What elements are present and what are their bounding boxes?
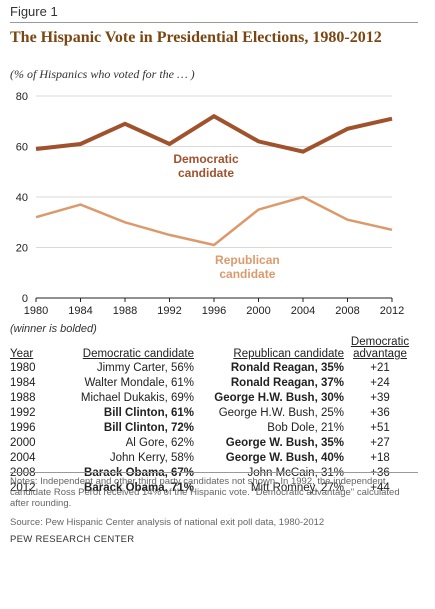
- cell-year: 1988: [10, 392, 36, 404]
- election-results-table: Year Democratic candidate Republican can…: [8, 336, 414, 496]
- cell-democratic: Al Gore, 62%: [125, 437, 194, 449]
- cell-republican: John McCain, 31%: [247, 467, 344, 479]
- table-row: 1992 Bill Clinton, 61% George H.W. Bush, 2…: [8, 406, 414, 421]
- cell-republican: George W. Bush, 40%: [225, 452, 344, 464]
- header-republican-candidate: Republican candidate: [233, 348, 344, 360]
- table-row: 1996 Bill Clinton, 72% Bob Dole, 21% +51: [8, 421, 414, 436]
- table-row: 1988 Michael Dukakis, 69% George H.W. Bush…: [8, 391, 414, 406]
- table-row: 2000 Al Gore, 62% George W. Bush, 35% +27: [8, 436, 414, 451]
- cell-republican: George H.W. Bush, 30%: [214, 392, 344, 404]
- cell-democratic: Barack Obama, 67%: [84, 467, 194, 479]
- democratic-series-line: [35, 113, 393, 154]
- winner-note: (winner is bolded): [10, 323, 97, 335]
- chart-series: [35, 113, 393, 247]
- cell-democratic: Bill Clinton, 61%: [103, 407, 194, 419]
- x-tick-label: 1992: [157, 305, 181, 317]
- cell-advantage: +24: [370, 377, 390, 389]
- cell-democratic: Jimmy Carter, 56%: [96, 362, 194, 374]
- table-row: 1984 Walter Mondale, 61% Ronald Reagan, 37…: [8, 376, 414, 391]
- democratic-series-label: Democratic candidate: [173, 152, 239, 180]
- chart-grid: [36, 95, 392, 248]
- x-tick-label: 1980: [24, 305, 48, 317]
- table-row: 2004 John Kerry, 58% George W. Bush, 40% +1…: [8, 451, 414, 466]
- cell-advantage: +44: [370, 482, 390, 494]
- cell-republican: Ronald Reagan, 35%: [230, 362, 344, 374]
- header-adv-line1: Democratic: [350, 336, 410, 348]
- cell-republican: Ronald Reagan, 37%: [230, 377, 344, 389]
- table-body: 1980 Jimmy Carter, 56% Ronald Reagan, 35% +…: [8, 361, 414, 496]
- cell-republican: George W. Bush, 35%: [225, 437, 344, 449]
- header-democratic-advantage: Democratic advantage: [346, 336, 414, 361]
- x-tick-label: 2008: [335, 305, 359, 317]
- table-header-row: Year Democratic candidate Republican can…: [8, 336, 414, 361]
- cell-democratic: Michael Dukakis, 69%: [80, 392, 194, 404]
- table-row: 2008 Barack Obama, 67% John McCain, 31% +36: [8, 466, 414, 481]
- table-row: 2012 Barack Obama, 71% Mitt Romney, 27% +44: [8, 481, 414, 496]
- cell-republican: George H.W. Bush, 25%: [218, 407, 344, 419]
- cell-advantage: +36: [370, 407, 390, 419]
- series-label-line: candidate: [219, 267, 275, 281]
- x-tick-label: 2012: [380, 305, 404, 317]
- table-row: 1980 Jimmy Carter, 56% Ronald Reagan, 35% +…: [8, 361, 414, 376]
- cell-advantage: +21: [370, 362, 390, 374]
- chart-title: The Hispanic Vote in Presidential Electi…: [10, 29, 382, 46]
- cell-republican: Mitt Romney, 27%: [250, 482, 344, 494]
- header-adv-line2: advantage: [353, 348, 407, 360]
- y-tick-label: 60: [16, 142, 28, 154]
- cell-year: 2004: [10, 452, 36, 464]
- header-democratic-candidate: Democratic candidate: [82, 348, 194, 360]
- cell-year: 2000: [10, 437, 36, 449]
- chart-subtitle: (% of Hispanics who voted for the … ): [10, 67, 195, 81]
- chart-axes: 0 20 40 60 80 1980 1984 1988 1992 1996 2000 2004 200…: [16, 91, 404, 317]
- org-credit: PEW RESEARCH CENTER: [10, 534, 135, 545]
- cell-year: 1984: [10, 377, 36, 389]
- source: Source: Pew Hispanic Center analysis of …: [10, 517, 325, 528]
- cell-year: 2008: [10, 467, 36, 479]
- x-tick-label: 1988: [113, 305, 137, 317]
- figure-rule: [10, 22, 418, 23]
- cell-democratic: Walter Mondale, 61%: [84, 377, 194, 389]
- series-label-line: Democratic: [173, 152, 239, 166]
- cell-republican: Bob Dole, 21%: [267, 422, 344, 434]
- cell-year: 1980: [10, 362, 36, 374]
- series-label-line: candidate: [178, 166, 234, 180]
- y-tick-label: 80: [16, 91, 28, 103]
- cell-advantage: +18: [370, 452, 390, 464]
- cell-advantage: +51: [370, 422, 390, 434]
- footer-rule: [10, 472, 418, 473]
- y-tick-label: 0: [22, 293, 28, 305]
- series-label-line: Republican: [215, 253, 280, 267]
- cell-year: 2012: [10, 482, 36, 494]
- cell-advantage: +39: [370, 392, 390, 404]
- x-tick-label: 2000: [246, 305, 270, 317]
- cell-advantage: +36: [370, 467, 390, 479]
- republican-series-label: Republican candidate: [215, 253, 280, 281]
- header-year: Year: [10, 348, 34, 360]
- notes: Notes: Independent and other third party…: [10, 476, 400, 509]
- y-tick-label: 20: [16, 243, 28, 255]
- cell-democratic: Barack Obama, 71%: [84, 482, 194, 494]
- line-chart: 0 20 40 60 80 1980 1984 1988 1992 1996 2000 2004 200…: [16, 91, 404, 317]
- cell-year: 1996: [10, 422, 36, 434]
- cell-democratic: Bill Clinton, 72%: [103, 422, 194, 434]
- cell-advantage: +27: [370, 437, 390, 449]
- y-tick-label: 40: [16, 192, 28, 204]
- x-tick-label: 1996: [202, 305, 226, 317]
- x-tick-label: 1984: [68, 305, 92, 317]
- cell-democratic: John Kerry, 58%: [109, 452, 194, 464]
- figure-label: Figure 1: [10, 4, 58, 19]
- cell-year: 1992: [10, 407, 36, 419]
- republican-series-line: [35, 195, 393, 247]
- x-tick-label: 2004: [291, 305, 315, 317]
